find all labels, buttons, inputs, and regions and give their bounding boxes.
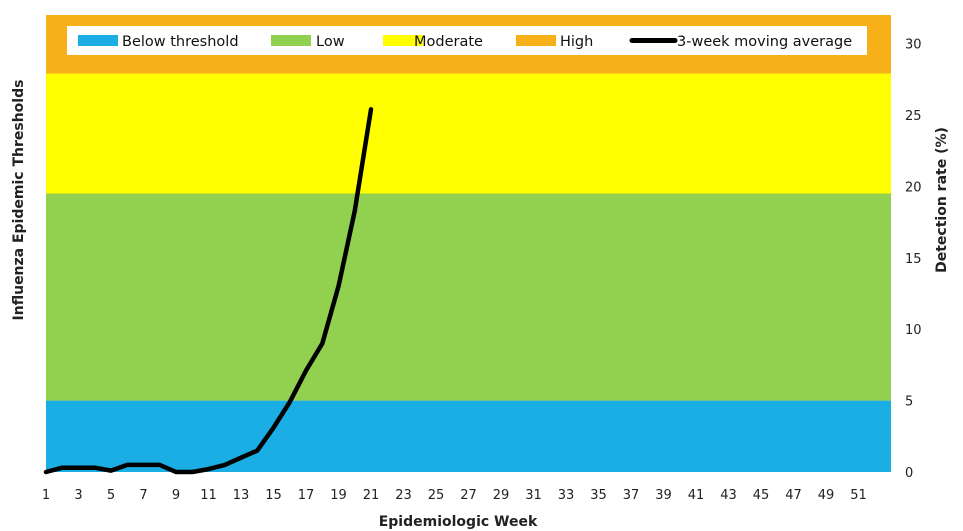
x-tick-label: 3: [74, 488, 82, 503]
band-low: [46, 193, 891, 401]
band-moderate: [46, 73, 891, 194]
y-tick-label: 15: [905, 252, 922, 267]
legend-item-low: Low: [271, 34, 345, 50]
x-tick-label: 41: [688, 488, 705, 503]
x-tick-label: 37: [623, 488, 640, 503]
x-tick-label: 43: [720, 488, 737, 503]
legend-item-3-week-moving-average: 3-week moving average: [629, 34, 852, 50]
legend-swatch-low: [271, 35, 311, 46]
x-tick-label: 23: [395, 488, 412, 503]
y-tick-label: 5: [905, 395, 913, 410]
legend-swatch-high: [516, 35, 556, 46]
legend-label-high: High: [560, 34, 593, 50]
y-tick-label: 0: [905, 466, 913, 481]
legend-label-moderate: Moderate: [414, 34, 483, 50]
x-tick-label: 29: [493, 488, 510, 503]
x-tick-label: 1: [42, 488, 50, 503]
legend-swatch-moderate: [383, 35, 423, 46]
x-tick-label: 13: [233, 488, 250, 503]
x-axis-title: Epidemiologic Week: [379, 514, 538, 530]
x-tick-label: 9: [172, 488, 180, 503]
x-tick-label: 25: [428, 488, 445, 503]
x-tick-label: 31: [525, 488, 542, 503]
legend-item-high: High: [516, 34, 593, 50]
y-axis-ticks: 0 5 10 15 20 25 30: [905, 38, 922, 481]
threshold-bands: [46, 15, 891, 472]
left-axis-title: Influenza Epidemic Thresholds: [11, 80, 27, 321]
series-line-3-week-moving-average: [43, 107, 374, 475]
x-tick-label: 21: [363, 488, 380, 503]
legend: Below threshold Low Moderate High 3-week mov…: [67, 26, 867, 55]
x-tick-label: 47: [785, 488, 802, 503]
x-tick-label: 35: [590, 488, 607, 503]
x-tick-label: 17: [298, 488, 315, 503]
x-tick-label: 49: [818, 488, 835, 503]
x-tick-label: 33: [558, 488, 575, 503]
x-tick-label: 7: [139, 488, 147, 503]
legend-item-moderate: Moderate: [383, 34, 483, 50]
legend-item-below-threshold: Below threshold: [78, 34, 239, 50]
legend-label-low: Low: [316, 34, 345, 50]
x-tick-label: 51: [850, 488, 867, 503]
legend-label-below-threshold: Below threshold: [122, 34, 239, 50]
x-tick-label: 5: [107, 488, 115, 503]
band-below-threshold: [46, 400, 891, 472]
y-tick-label: 30: [905, 38, 922, 53]
moving-average-line-layer: [43, 107, 374, 475]
x-tick-label: 11: [200, 488, 217, 503]
x-tick-label: 19: [330, 488, 347, 503]
x-axis-ticks: 1 3 5 7 9 11 13 15 17 19 21 23 25 27 29 31 33 35 37 39 41 43 4…: [42, 488, 867, 503]
x-tick-label: 45: [753, 488, 770, 503]
x-tick-label: 27: [460, 488, 477, 503]
y-tick-label: 20: [905, 180, 922, 195]
x-tick-label: 39: [655, 488, 672, 503]
legend-label-3-week-moving-average: 3-week moving average: [677, 34, 852, 50]
legend-box: [67, 26, 867, 55]
legend-swatch-below-threshold: [78, 35, 118, 46]
right-axis-title: Detection rate (%): [934, 127, 950, 273]
y-tick-label: 25: [905, 109, 922, 124]
y-tick-label: 10: [905, 323, 922, 338]
x-tick-label: 15: [265, 488, 282, 503]
